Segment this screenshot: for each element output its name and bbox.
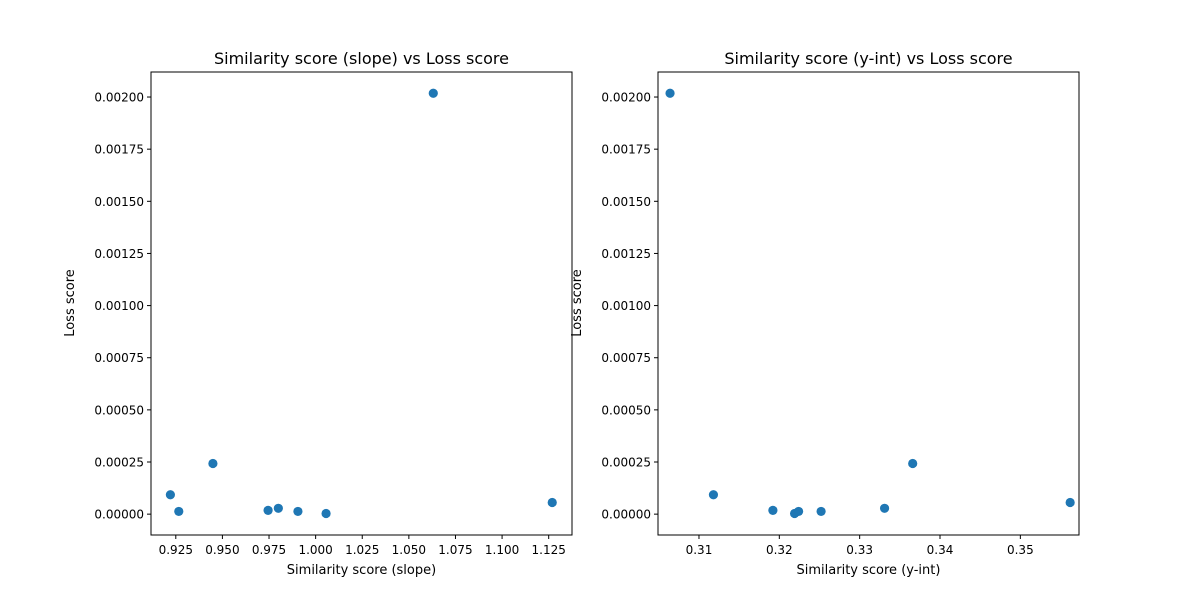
- plot-left-point: [293, 506, 303, 517]
- plot-left-ytick-label: 0.00000: [94, 508, 144, 522]
- plot-right-ytick-label: 0.00000: [601, 508, 651, 522]
- plot-right-xtick-label: 0.35: [1007, 543, 1034, 557]
- plot-right-xlabel: Similarity score (y-int): [797, 563, 941, 578]
- plot-right-xtick-label: 0.34: [927, 543, 954, 557]
- plot-left-ytick-label: 0.00125: [94, 247, 144, 261]
- plot-left-frame: [150, 71, 573, 536]
- plot-left-ytick-label: 0.00150: [94, 195, 144, 209]
- plot-left-ylabel: Loss score: [63, 269, 78, 337]
- plot-right: Similarity score (y-int) vs Loss score S…: [570, 49, 1080, 578]
- plot-right-ylabel: Loss score: [570, 269, 585, 337]
- plot-right-ytick-label: 0.00100: [601, 299, 651, 313]
- plot-left-point: [428, 88, 438, 98]
- plot-right-point: [879, 503, 890, 513]
- plot-left-ytick-label: 0.00025: [94, 456, 144, 470]
- plot-left-point: [273, 503, 283, 513]
- plot-left-xtick-label: 1.100: [485, 543, 519, 557]
- plot-left-ytick-label: 0.00175: [94, 143, 144, 157]
- plot-right-xtick-label: 0.33: [846, 543, 873, 557]
- plot-right-point: [816, 506, 826, 517]
- plot-right-point: [665, 88, 675, 98]
- plot-right-xtick-label: 0.32: [766, 543, 793, 557]
- plot-left-xtick-label: 1.050: [392, 543, 426, 557]
- plot-left-xtick-label: 1.025: [345, 543, 379, 557]
- plot-left-xlabel: Similarity score (slope): [287, 563, 436, 578]
- plot-right-ytick-label: 0.00150: [601, 195, 651, 209]
- plot-left-ytick-label: 0.00100: [94, 299, 144, 313]
- plot-right-ytick-label: 0.00125: [601, 247, 651, 261]
- plot-left-xtick-label: 0.950: [205, 543, 239, 557]
- plot-right-ticks: 0.31 0.32 0.33 0.34 0.35 0.00000 0.00025 0.0005…: [601, 91, 1033, 557]
- plot-left-xtick-label: 1.125: [532, 543, 566, 557]
- plot-right-ytick-label: 0.00075: [601, 351, 651, 365]
- plot-left-point: [263, 505, 273, 515]
- plot-right-ytick-label: 0.00025: [601, 456, 651, 470]
- plot-left-point: [208, 458, 218, 469]
- plot-left-title: Similarity score (slope) vs Loss score: [214, 49, 509, 68]
- plot-left-xtick-label: 1.075: [438, 543, 472, 557]
- plot-left-ytick-label: 0.00200: [94, 91, 144, 105]
- plot-left-ytick-label: 0.00075: [94, 351, 144, 365]
- plot-left-point: [547, 497, 557, 508]
- plot-right-point: [768, 505, 778, 515]
- plot-right-frame: [657, 71, 1080, 536]
- plot-left-ytick-label: 0.00050: [94, 403, 144, 417]
- plot-right-ytick-label: 0.00200: [601, 91, 651, 105]
- plot-left-point: [165, 490, 175, 500]
- plot-right-ytick-label: 0.00175: [601, 143, 651, 157]
- plot-left-points: [165, 88, 557, 519]
- plot-right-ytick-label: 0.00050: [601, 403, 651, 417]
- plot-left-point: [321, 508, 331, 519]
- plot-left-xtick-label: 0.975: [252, 543, 286, 557]
- plot-right-point: [1065, 497, 1075, 508]
- plot-right-point: [708, 490, 719, 500]
- plot-right-points: [665, 88, 1075, 519]
- plot-right-point: [794, 506, 804, 517]
- plot-left: Similarity score (slope) vs Loss score S…: [63, 49, 573, 578]
- plot-left-xtick-label: 1.000: [298, 543, 332, 557]
- plot-right-title: Similarity score (y-int) vs Loss score: [724, 49, 1012, 68]
- plot-left-xtick-label: 0.925: [159, 543, 193, 557]
- plot-left-ticks: 0.925 0.950 0.975 1.000 1.025 1.050 1.075 1.100…: [94, 91, 565, 557]
- plot-right-point: [908, 458, 918, 469]
- plot-left-point: [174, 506, 184, 517]
- plot-right-xtick-label: 0.31: [686, 543, 713, 557]
